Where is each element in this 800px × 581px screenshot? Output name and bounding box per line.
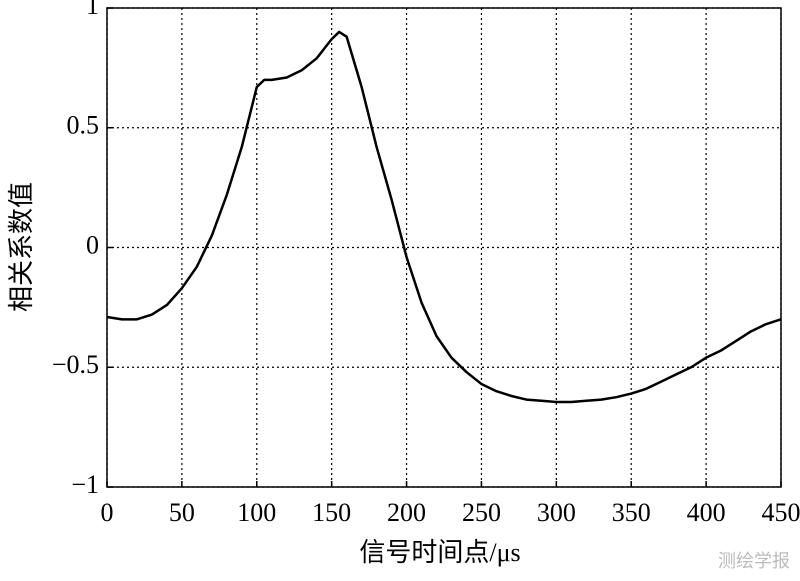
- y-tick-label: 0.5: [67, 111, 100, 140]
- x-tick-label: 50: [169, 498, 195, 527]
- x-tick-label: 150: [312, 498, 351, 527]
- x-tick-label: 250: [462, 498, 501, 527]
- x-tick-label: 450: [762, 498, 800, 527]
- x-tick-label: 0: [101, 498, 114, 527]
- x-tick-label: 350: [612, 498, 651, 527]
- x-tick-label: 300: [537, 498, 576, 527]
- watermark: 测绘学报: [718, 551, 790, 572]
- x-tick-label: 100: [237, 498, 276, 527]
- y-tick-label: 0: [86, 230, 99, 259]
- y-tick-label: 1: [86, 0, 99, 20]
- y-tick-label: −0.5: [52, 350, 99, 379]
- data-line: [106, 30, 782, 404]
- x-axis-label: 信号时间点/μs: [359, 538, 520, 567]
- x-tick-label: 400: [687, 498, 726, 527]
- y-axis-label: 相关系数值: [7, 182, 36, 312]
- x-tick-label: 200: [387, 498, 426, 527]
- y-tick-label: −1: [71, 470, 99, 499]
